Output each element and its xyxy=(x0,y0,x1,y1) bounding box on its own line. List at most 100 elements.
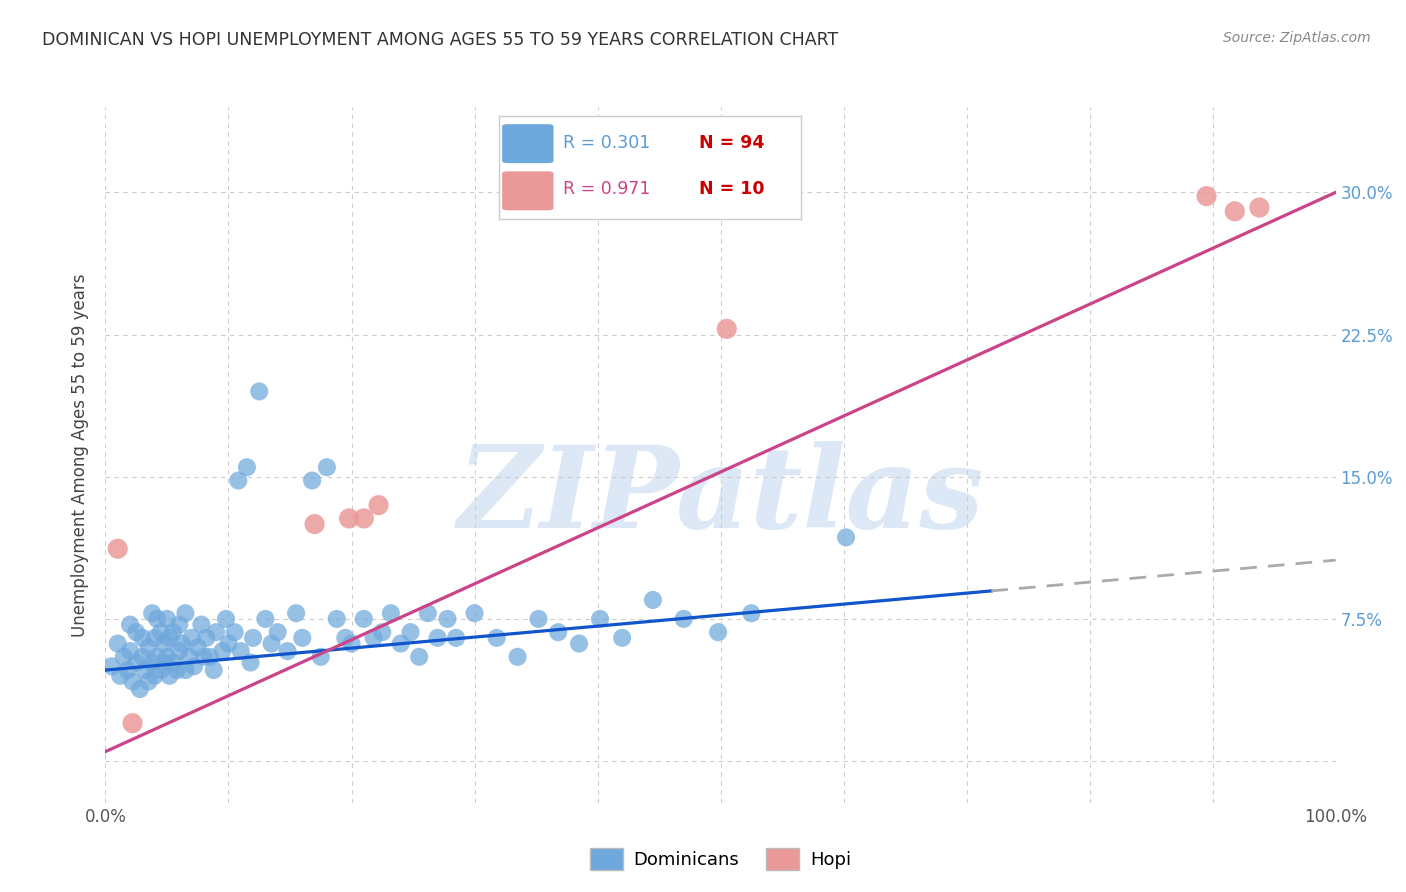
Point xyxy=(183,659,205,673)
Point xyxy=(180,631,202,645)
Point xyxy=(187,640,209,655)
Point xyxy=(138,640,160,655)
Point xyxy=(835,530,858,544)
Point xyxy=(117,663,139,677)
Point xyxy=(125,656,148,670)
Point xyxy=(380,606,402,620)
Point xyxy=(107,541,129,556)
Point xyxy=(371,625,394,640)
FancyBboxPatch shape xyxy=(502,124,554,163)
Text: Source: ZipAtlas.com: Source: ZipAtlas.com xyxy=(1223,31,1371,45)
Text: R = 0.971: R = 0.971 xyxy=(562,180,650,198)
Point xyxy=(149,625,172,640)
Point xyxy=(121,716,143,731)
Y-axis label: Unemployment Among Ages 55 to 59 years: Unemployment Among Ages 55 to 59 years xyxy=(72,273,90,637)
Point xyxy=(260,636,283,650)
Point xyxy=(547,625,569,640)
Point xyxy=(131,649,153,664)
Point xyxy=(141,606,163,620)
Point xyxy=(416,606,439,620)
FancyBboxPatch shape xyxy=(502,171,554,211)
Point xyxy=(100,659,122,673)
Point xyxy=(138,674,160,689)
Point xyxy=(301,474,323,488)
Point xyxy=(527,612,550,626)
Point xyxy=(506,649,529,664)
Text: N = 94: N = 94 xyxy=(699,134,763,152)
Point xyxy=(408,649,430,664)
Point xyxy=(131,631,153,645)
Point xyxy=(254,612,277,626)
Point xyxy=(399,625,422,640)
Point xyxy=(198,649,221,664)
Point xyxy=(464,606,486,620)
Point xyxy=(215,612,238,626)
Point xyxy=(143,631,166,645)
Point xyxy=(444,631,467,645)
Point xyxy=(125,625,148,640)
Point xyxy=(285,606,308,620)
Point xyxy=(202,663,225,677)
Point xyxy=(363,631,385,645)
Point xyxy=(367,498,389,512)
Text: ZIPatlas: ZIPatlas xyxy=(457,442,984,552)
Point xyxy=(309,649,332,664)
Point xyxy=(218,636,240,650)
Point xyxy=(149,663,172,677)
Point xyxy=(436,612,458,626)
Point xyxy=(589,612,612,626)
Point xyxy=(169,617,191,632)
Point xyxy=(162,625,184,640)
Point xyxy=(1249,201,1271,215)
Point xyxy=(211,644,233,658)
Point xyxy=(174,606,197,620)
Point xyxy=(641,593,664,607)
Text: N = 10: N = 10 xyxy=(699,180,763,198)
Point xyxy=(291,631,314,645)
Point xyxy=(1223,204,1246,219)
Point xyxy=(229,644,252,658)
Point xyxy=(159,669,180,683)
Point xyxy=(121,674,143,689)
Point xyxy=(170,636,193,650)
Point xyxy=(195,631,218,645)
Point xyxy=(315,460,337,475)
Text: R = 0.301: R = 0.301 xyxy=(562,134,650,152)
Point xyxy=(107,636,129,650)
Point xyxy=(224,625,246,640)
Point xyxy=(129,681,152,696)
Point xyxy=(153,636,176,650)
Point xyxy=(340,636,363,650)
Point xyxy=(179,649,201,664)
Point xyxy=(239,656,262,670)
Point xyxy=(156,612,179,626)
Point xyxy=(335,631,357,645)
Point xyxy=(156,649,179,664)
Point xyxy=(146,612,169,626)
Point xyxy=(389,636,412,650)
Point xyxy=(672,612,695,626)
Point xyxy=(304,517,326,532)
Point xyxy=(174,663,197,677)
Legend: Dominicans, Hopi: Dominicans, Hopi xyxy=(583,841,858,877)
Text: DOMINICAN VS HOPI UNEMPLOYMENT AMONG AGES 55 TO 59 YEARS CORRELATION CHART: DOMINICAN VS HOPI UNEMPLOYMENT AMONG AGE… xyxy=(42,31,838,49)
Point xyxy=(353,511,375,525)
Point xyxy=(277,644,299,658)
Point xyxy=(228,474,250,488)
Point xyxy=(337,511,360,525)
Point xyxy=(610,631,633,645)
Point xyxy=(740,606,762,620)
Point xyxy=(141,656,163,670)
Point xyxy=(236,460,259,475)
Point xyxy=(112,649,135,664)
Point xyxy=(426,631,449,645)
Point xyxy=(568,636,591,650)
Point xyxy=(190,617,212,632)
Point xyxy=(166,663,188,677)
Point xyxy=(169,644,191,658)
Point xyxy=(146,649,169,664)
Point xyxy=(1195,189,1218,203)
Point xyxy=(242,631,264,645)
Point xyxy=(193,649,215,664)
Point xyxy=(353,612,375,626)
